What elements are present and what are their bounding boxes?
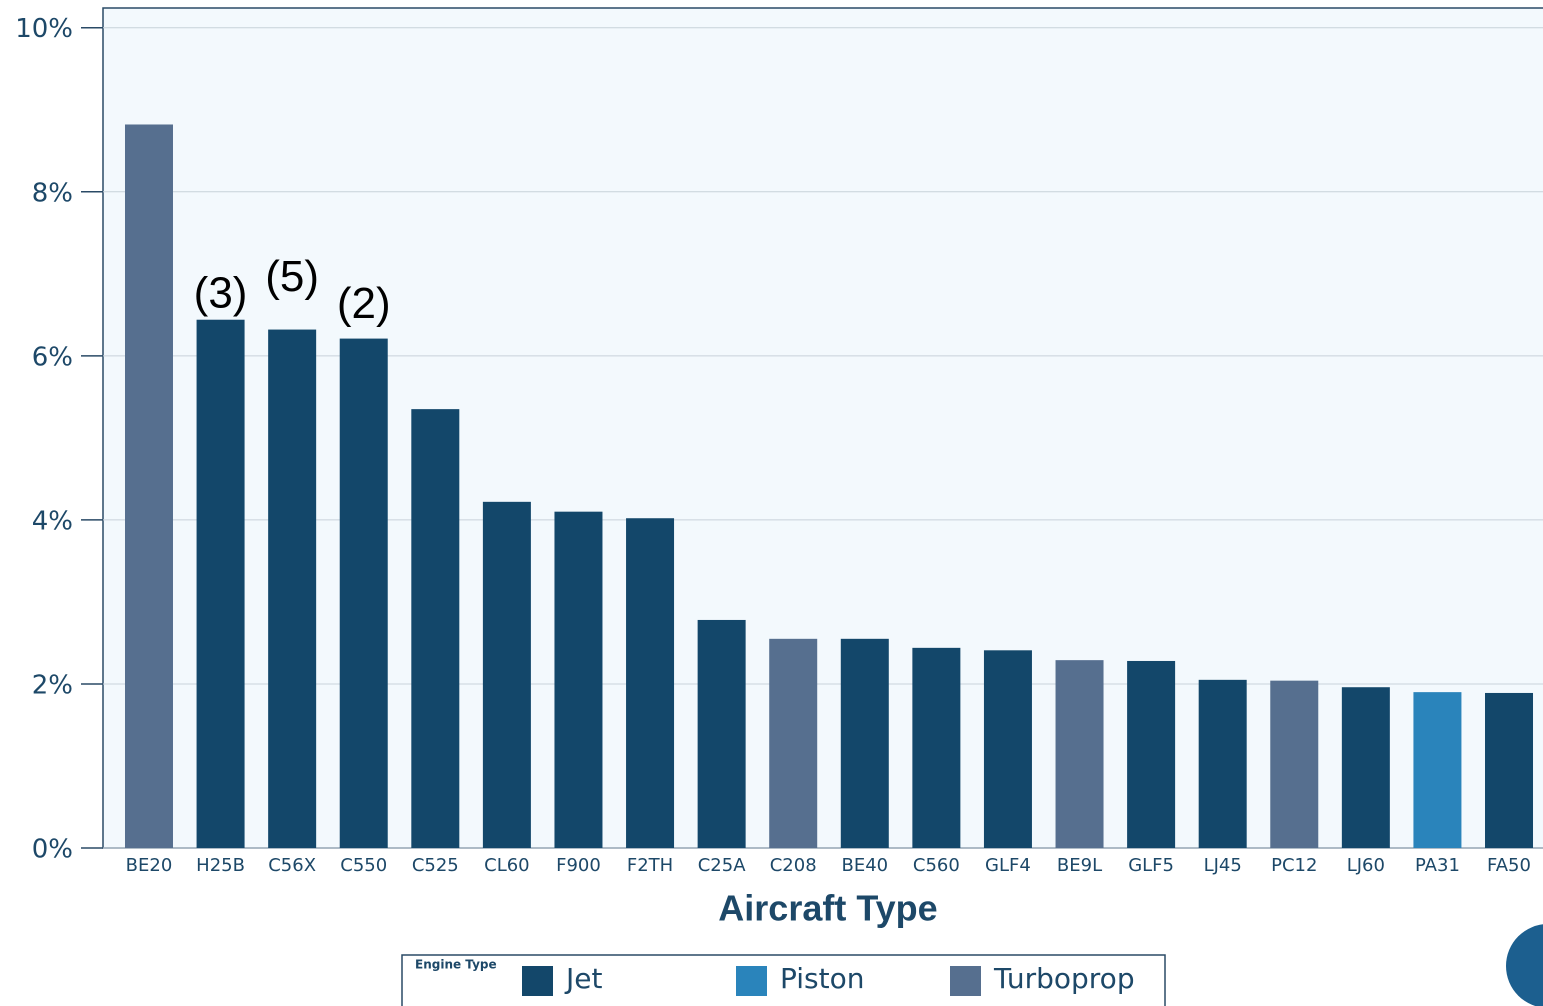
bar — [268, 329, 317, 848]
bar — [1198, 679, 1247, 848]
x-tick-label: C525 — [412, 855, 459, 876]
bar — [626, 518, 675, 848]
x-tick-label: F900 — [556, 855, 601, 876]
legend-label: Piston — [780, 962, 865, 995]
x-tick-label: BE9L — [1057, 855, 1102, 876]
x-tick-label: C550 — [340, 855, 387, 876]
bar — [339, 338, 388, 848]
x-axis-label: Aircraft Type — [718, 888, 937, 929]
x-tick-label: BE40 — [841, 855, 888, 876]
legend-label: Turboprop — [993, 962, 1135, 995]
y-tick-label: 10% — [15, 14, 73, 44]
legend-label: Jet — [564, 962, 602, 995]
bar — [411, 409, 460, 848]
bar — [983, 650, 1032, 848]
x-tick-label: H25B — [196, 855, 245, 876]
bar — [840, 638, 889, 848]
bar — [769, 638, 818, 848]
bar — [1341, 687, 1390, 848]
y-tick-label: 8% — [32, 178, 73, 208]
y-tick-label: 2% — [32, 670, 73, 700]
x-tick-label: CL60 — [484, 855, 530, 876]
x-tick-label: PC12 — [1271, 855, 1317, 876]
x-tick-label: LJ45 — [1204, 855, 1242, 876]
annotation: (5) — [265, 252, 319, 301]
bar — [1485, 692, 1534, 848]
annotation: (2) — [337, 279, 391, 328]
y-tick-label: 4% — [32, 506, 73, 536]
legend-swatch — [522, 966, 553, 996]
bar — [1055, 660, 1104, 848]
x-tick-label: C25A — [698, 855, 746, 876]
bar — [1413, 692, 1462, 848]
x-tick-label: PA31 — [1415, 855, 1460, 876]
x-tick-label: GLF5 — [1128, 855, 1174, 876]
y-tick-label: 6% — [32, 342, 73, 372]
x-tick-label: GLF4 — [985, 855, 1031, 876]
x-tick-label: LJ60 — [1347, 855, 1385, 876]
legend-swatch — [736, 966, 767, 996]
bar — [554, 511, 603, 848]
bar — [697, 619, 746, 848]
x-tick-label: C208 — [770, 855, 817, 876]
x-tick-label: C560 — [913, 855, 960, 876]
plot-area — [102, 7, 1543, 849]
x-tick-label: F2TH — [627, 855, 673, 876]
bar — [1270, 680, 1319, 848]
x-tick-label: BE20 — [126, 855, 173, 876]
logo — [1506, 924, 1543, 1006]
annotation: (3) — [194, 268, 248, 317]
bar — [1127, 660, 1176, 848]
bar — [196, 319, 245, 848]
bar — [912, 647, 961, 848]
x-tick-label: C56X — [268, 855, 316, 876]
x-tick-label: FA50 — [1487, 855, 1531, 876]
bar — [482, 501, 531, 848]
bar — [124, 124, 173, 848]
y-tick-label: 0% — [32, 835, 73, 865]
legend-swatch — [950, 966, 981, 996]
legend-title: Engine Type — [415, 958, 497, 972]
